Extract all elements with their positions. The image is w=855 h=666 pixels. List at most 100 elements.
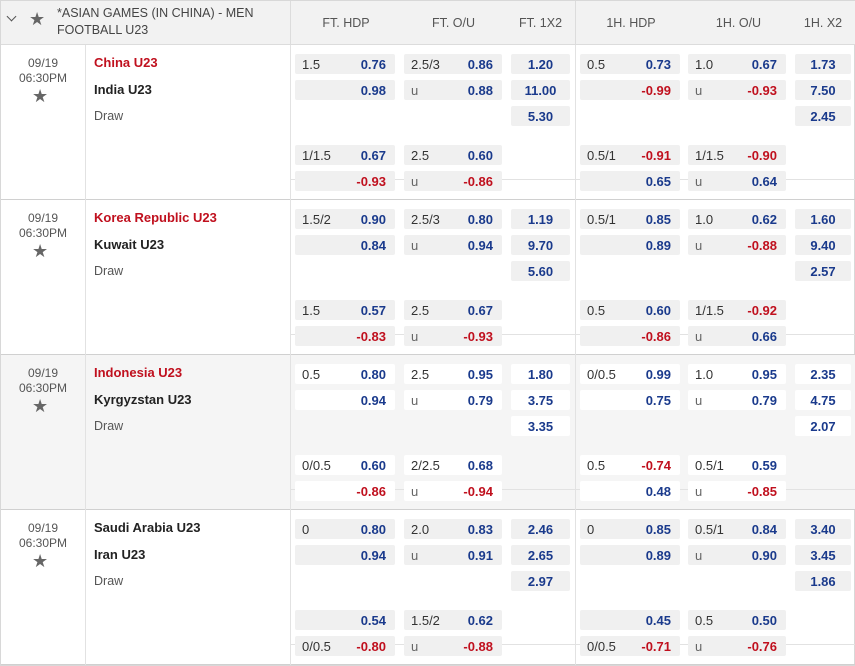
odds-value[interactable]: -0.93 xyxy=(463,329,493,344)
alt-ft-hdp-away[interactable]: -0.93 xyxy=(295,171,395,191)
odds-value[interactable]: 0.60 xyxy=(360,458,386,473)
odds-value[interactable]: -0.80 xyxy=(356,639,386,654)
star-icon[interactable]: ★ xyxy=(29,9,46,29)
odds-value[interactable]: -0.74 xyxy=(641,458,671,473)
odds-value[interactable]: 0.94 xyxy=(360,548,386,563)
ft-1x2-draw[interactable]: 5.30 xyxy=(511,106,570,126)
alt-h1-hdp-away[interactable]: -0.86 xyxy=(580,326,680,346)
odds-value[interactable]: 0.91 xyxy=(467,548,493,563)
alt-h1-hdp-away[interactable]: 0.48 xyxy=(580,481,680,501)
odds-value[interactable]: 0.99 xyxy=(645,367,671,382)
odds-value[interactable]: 9.70 xyxy=(527,238,554,253)
h1-hdp-away[interactable]: 0.75 xyxy=(580,390,680,410)
odds-value[interactable]: 0.79 xyxy=(751,393,777,408)
alt-ft-ou-over[interactable]: 2/2.5 0.68 xyxy=(404,455,502,475)
odds-value[interactable]: 0.60 xyxy=(645,303,671,318)
alt-h1-hdp-away[interactable]: 0/0.5 -0.71 xyxy=(580,636,680,656)
odds-value[interactable]: 0.95 xyxy=(751,367,777,382)
odds-value[interactable]: -0.93 xyxy=(356,174,386,189)
odds-value[interactable]: -0.99 xyxy=(641,83,671,98)
odds-value[interactable]: 1.86 xyxy=(810,574,836,589)
odds-value[interactable]: 0.73 xyxy=(645,57,671,72)
alt-ft-hdp-away[interactable]: -0.83 xyxy=(295,326,395,346)
ft-hdp-home[interactable]: 0 0.80 xyxy=(295,519,395,539)
h1-hdp-home[interactable]: 0 0.85 xyxy=(580,519,680,539)
alt-ft-hdp-away[interactable]: -0.86 xyxy=(295,481,395,501)
odds-value[interactable]: -0.83 xyxy=(356,329,386,344)
ft-1x2-home[interactable]: 1.19 xyxy=(511,209,570,229)
odds-value[interactable]: 0.85 xyxy=(645,522,671,537)
alt-ft-hdp-home[interactable]: 1/1.5 0.67 xyxy=(295,145,395,165)
alt-ft-ou-under[interactable]: u -0.94 xyxy=(404,481,502,501)
alt-ft-hdp-home[interactable]: 0/0.5 0.60 xyxy=(295,455,395,475)
odds-value[interactable]: -0.71 xyxy=(641,639,671,654)
alt-h1-hdp-home[interactable]: 0.45 xyxy=(580,610,680,630)
odds-value[interactable]: 0.83 xyxy=(467,522,493,537)
odds-value[interactable]: 0.75 xyxy=(645,393,671,408)
ft-ou-over[interactable]: 2.0 0.83 xyxy=(404,519,502,539)
h1-ou-over[interactable]: 1.0 0.67 xyxy=(688,54,786,74)
odds-value[interactable]: 2.65 xyxy=(527,548,554,563)
h1-1x2-away[interactable]: 7.50 xyxy=(795,80,851,100)
h1-hdp-home[interactable]: 0/0.5 0.99 xyxy=(580,364,680,384)
odds-value[interactable]: 0.50 xyxy=(751,613,777,628)
odds-value[interactable]: 0.67 xyxy=(751,57,777,72)
odds-value[interactable]: 7.50 xyxy=(810,83,836,98)
odds-value[interactable]: -0.86 xyxy=(641,329,671,344)
ft-hdp-home[interactable]: 1.5/2 0.90 xyxy=(295,209,395,229)
odds-value[interactable]: 0.89 xyxy=(645,548,671,563)
odds-value[interactable]: 0.45 xyxy=(645,613,671,628)
h1-1x2-draw[interactable]: 1.86 xyxy=(795,571,851,591)
alt-h1-hdp-home[interactable]: 0.5/1 -0.91 xyxy=(580,145,680,165)
h1-hdp-home[interactable]: 0.5 0.73 xyxy=(580,54,680,74)
ft-hdp-away[interactable]: 0.94 xyxy=(295,390,395,410)
h1-1x2-home[interactable]: 1.73 xyxy=(795,54,851,74)
ft-hdp-away[interactable]: 0.98 xyxy=(295,80,395,100)
ft-1x2-home[interactable]: 1.80 xyxy=(511,364,570,384)
odds-value[interactable]: 0.66 xyxy=(751,329,777,344)
h1-1x2-draw[interactable]: 2.57 xyxy=(795,261,851,281)
h1-1x2-home[interactable]: 2.35 xyxy=(795,364,851,384)
alt-h1-ou-under[interactable]: u 0.64 xyxy=(688,171,786,191)
odds-value[interactable]: 0.86 xyxy=(467,57,493,72)
odds-value[interactable]: 5.30 xyxy=(527,109,554,124)
odds-value[interactable]: 0.95 xyxy=(467,367,493,382)
odds-value[interactable]: 5.60 xyxy=(527,264,554,279)
ft-hdp-away[interactable]: 0.84 xyxy=(295,235,395,255)
alt-h1-hdp-home[interactable]: 0.5 0.60 xyxy=(580,300,680,320)
h1-hdp-away[interactable]: -0.99 xyxy=(580,80,680,100)
star-icon[interactable]: ★ xyxy=(32,551,49,571)
h1-ou-over[interactable]: 1.0 0.95 xyxy=(688,364,786,384)
odds-value[interactable]: 2.57 xyxy=(810,264,836,279)
ft-ou-under[interactable]: u 0.79 xyxy=(404,390,502,410)
h1-ou-under[interactable]: u 0.79 xyxy=(688,390,786,410)
h1-1x2-home[interactable]: 1.60 xyxy=(795,209,851,229)
odds-value[interactable]: 1.73 xyxy=(810,57,836,72)
star-icon[interactable]: ★ xyxy=(32,241,49,261)
ft-hdp-away[interactable]: 0.94 xyxy=(295,545,395,565)
h1-1x2-draw[interactable]: 2.07 xyxy=(795,416,851,436)
odds-value[interactable]: 0.90 xyxy=(751,548,777,563)
alt-h1-ou-over[interactable]: 1/1.5 -0.90 xyxy=(688,145,786,165)
odds-value[interactable]: 0.67 xyxy=(467,303,493,318)
odds-value[interactable]: 3.45 xyxy=(810,548,836,563)
ft-hdp-home[interactable]: 1.5 0.76 xyxy=(295,54,395,74)
odds-value[interactable]: 0.90 xyxy=(360,212,386,227)
odds-value[interactable]: 0.64 xyxy=(751,174,777,189)
alt-h1-ou-over[interactable]: 0.5/1 0.59 xyxy=(688,455,786,475)
odds-value[interactable]: -0.88 xyxy=(463,639,493,654)
ft-1x2-away[interactable]: 3.75 xyxy=(511,390,570,410)
odds-value[interactable]: 0.84 xyxy=(751,522,777,537)
odds-value[interactable]: 0.48 xyxy=(645,484,671,499)
odds-value[interactable]: 0.62 xyxy=(751,212,777,227)
alt-h1-ou-over[interactable]: 0.5 0.50 xyxy=(688,610,786,630)
h1-1x2-home[interactable]: 3.40 xyxy=(795,519,851,539)
alt-ft-hdp-home[interactable]: 0.54 xyxy=(295,610,395,630)
ft-ou-over[interactable]: 2.5/3 0.86 xyxy=(404,54,502,74)
odds-value[interactable]: 0.85 xyxy=(645,212,671,227)
h1-1x2-away[interactable]: 3.45 xyxy=(795,545,851,565)
odds-value[interactable]: 1.20 xyxy=(527,57,554,72)
odds-value[interactable]: 0.94 xyxy=(467,238,493,253)
h1-1x2-draw[interactable]: 2.45 xyxy=(795,106,851,126)
odds-value[interactable]: 0.60 xyxy=(467,148,493,163)
